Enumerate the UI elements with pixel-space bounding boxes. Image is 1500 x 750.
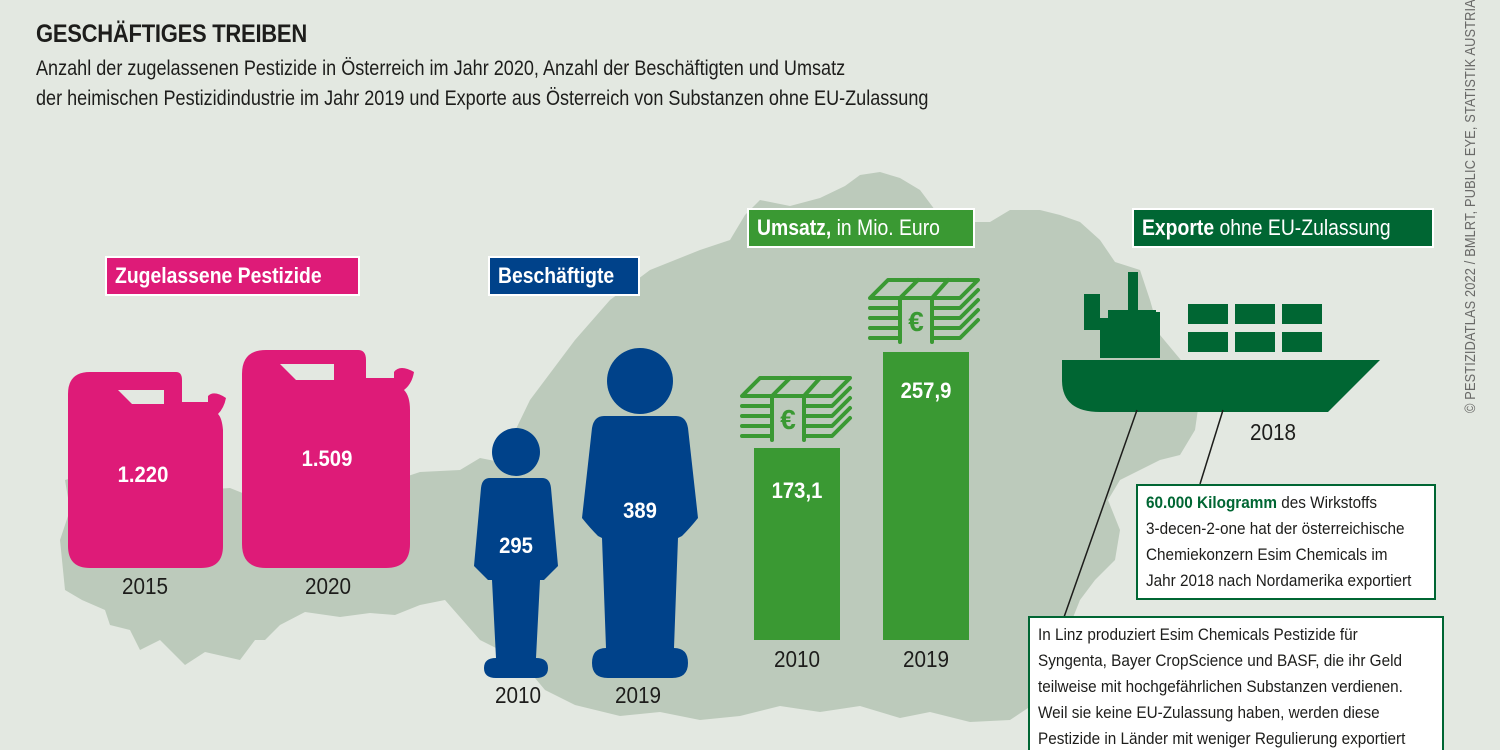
- revenue-bar-2010: [754, 448, 840, 640]
- pesticides-value-2020: 1.509: [301, 446, 353, 471]
- employees-value-2010: 295: [499, 533, 533, 558]
- source-credit: © PESTIZIDATLAS 2022 / BMLRT, PUBLIC EYE…: [1462, 0, 1479, 413]
- pesticides-value-2015: 1.220: [117, 462, 169, 487]
- revenue-label: Umsatz, in Mio. Euro: [747, 208, 975, 248]
- svg-text:€: €: [908, 306, 924, 337]
- employees-year-2019: 2019: [614, 682, 662, 708]
- note1-line3: Chemiekonzern Esim Chemicals im: [1146, 545, 1388, 564]
- person-icon: [582, 348, 698, 678]
- note2-line1: In Linz produziert Esim Chemicals Pestiz…: [1038, 625, 1358, 644]
- employees-label: Beschäftigte: [488, 256, 641, 296]
- employees-year-2010: 2010: [494, 682, 542, 708]
- euro-banknote-stack-icon: €: [740, 376, 852, 442]
- note2-line2: Syngenta, Bayer CropScience und BASF, di…: [1038, 651, 1403, 670]
- note2-line3: teilweise mit hochgefährlichen Substanze…: [1038, 677, 1403, 696]
- pesticides-year-2020: 2020: [304, 573, 352, 599]
- exports-label-bold: Exporte: [1142, 215, 1215, 240]
- exports-note-linz: In Linz produziert Esim Chemicals Pestiz…: [1028, 616, 1444, 750]
- pesticides-label: Zugelassene Pestizide: [105, 256, 360, 296]
- employees-value-2019: 389: [623, 498, 657, 523]
- exports-year: 2018: [1249, 419, 1297, 445]
- jerrycan-icon: [68, 372, 226, 568]
- subtitle-line-1: Anzahl der zugelassenen Pestizide in Öst…: [36, 57, 846, 80]
- revenue-label-rest: in Mio. Euro: [831, 215, 940, 240]
- revenue-label-bold: Umsatz,: [757, 215, 832, 240]
- revenue-year-2019: 2019: [902, 646, 950, 672]
- note1-line1-rest: des Wirkstoffs: [1276, 493, 1378, 512]
- revenue-year-2010: 2010: [773, 646, 821, 672]
- page-title: GESCHÄFTIGES TREIBEN: [36, 20, 307, 48]
- note1-line2: 3-decen-2-one hat der österreichische: [1146, 519, 1405, 538]
- note2-line5: Pestizide in Länder mit weniger Regulier…: [1038, 729, 1406, 748]
- note2-line4: Weil sie keine EU-Zulassung haben, werde…: [1038, 703, 1380, 722]
- jerrycan-icon: [242, 350, 414, 568]
- pesticides-year-2015: 2015: [121, 573, 169, 599]
- revenue-bar-2019: [883, 352, 969, 640]
- exports-label: Exporte ohne EU-Zulassung: [1132, 208, 1435, 248]
- note1-bold: 60.000 Kilogramm: [1146, 493, 1277, 512]
- exports-note-60000kg: 60.000 Kilogramm des Wirkstoffs 3-decen-…: [1136, 484, 1436, 600]
- exports-label-rest: ohne EU-Zulassung: [1214, 215, 1391, 240]
- employees-label-text: Beschäftigte: [498, 263, 615, 288]
- revenue-value-2019: 257,9: [900, 378, 952, 403]
- page-subtitle: Anzahl der zugelassenen Pestizide in Öst…: [36, 54, 928, 114]
- subtitle-line-2: der heimischen Pestizidindustrie im Jahr…: [36, 87, 929, 110]
- source-credit-text: © PESTIZIDATLAS 2022 / BMLRT, PUBLIC EYE…: [1462, 0, 1479, 413]
- euro-banknote-stack-icon: €: [868, 278, 980, 344]
- revenue-value-2010: 173,1: [771, 478, 823, 503]
- svg-text:€: €: [780, 404, 796, 435]
- cargo-ship-icon: [1062, 272, 1380, 412]
- person-icon: [474, 428, 558, 678]
- note1-line4: Jahr 2018 nach Nordamerika exportiert: [1146, 571, 1412, 590]
- pesticides-label-text: Zugelassene Pestizide: [115, 263, 322, 288]
